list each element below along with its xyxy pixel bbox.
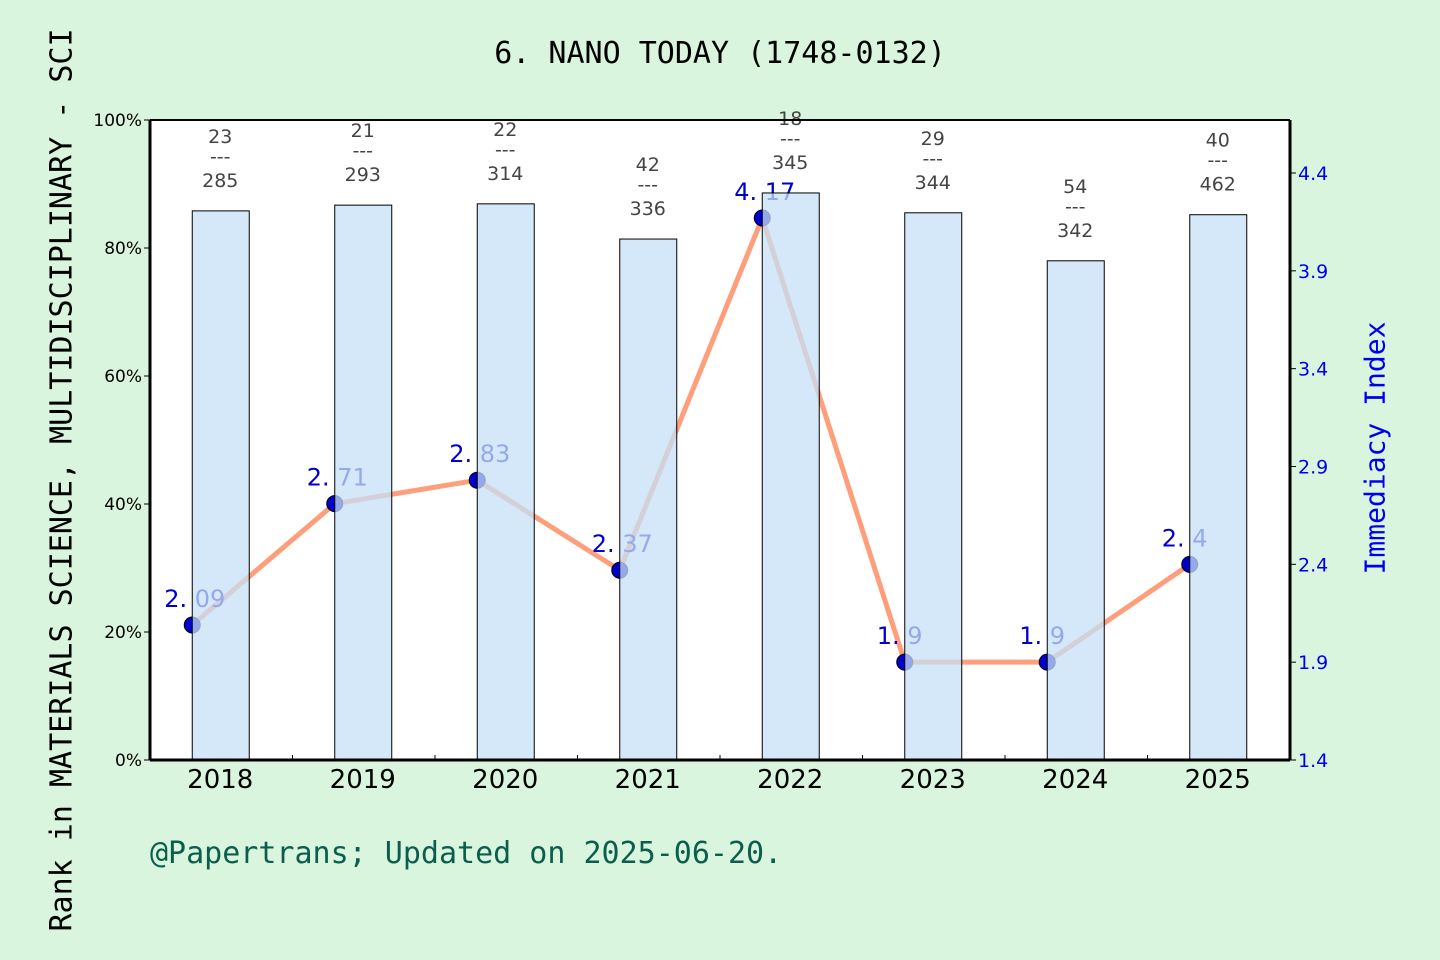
rank-label: 18 [778,108,802,130]
total-label: 314 [487,163,523,185]
total-label: 342 [1057,220,1093,242]
bar [1046,260,1105,761]
y2-tick-label: 2.4 [1298,554,1328,576]
rank-label: 42 [636,154,660,176]
x-tick-label: 2024 [1042,765,1108,795]
total-label: 344 [915,172,951,194]
bar [619,238,678,761]
y-tick-label: 20% [104,623,142,643]
rank-separator: --- [210,146,231,168]
rank-separator: --- [1065,196,1086,218]
x-tick-label: 2019 [330,765,396,795]
plot-background [150,120,1290,760]
x-tick-label: 2025 [1185,765,1251,795]
bar [191,210,250,761]
x-tick-label: 2023 [900,765,966,795]
y2-tick-label: 1.9 [1298,652,1328,674]
y2-tick-label: 3.9 [1298,261,1328,283]
x-tick-label: 2018 [187,765,253,795]
total-label: 285 [202,170,238,192]
y-tick-label: 40% [104,495,142,515]
total-label: 336 [630,198,666,220]
y-tick-label: 100% [93,111,142,131]
y2-tick-label: 2.9 [1298,457,1328,479]
bar [334,204,393,761]
rank-separator: --- [780,128,801,150]
rank-separator: --- [495,139,516,161]
chart-title: 6. NANO TODAY (1748-0132) [494,36,946,71]
rank-separator: --- [1207,150,1228,172]
x-tick-label: 2020 [472,765,538,795]
total-label: 462 [1200,174,1236,196]
rank-label: 29 [921,128,945,150]
rank-label: 40 [1206,130,1230,152]
rank-label: 54 [1063,176,1087,198]
rank-label: 21 [351,120,375,142]
y2-tick-label: 1.4 [1298,750,1328,772]
x-tick-label: 2021 [615,765,681,795]
total-label: 293 [345,164,381,186]
bar [761,192,820,761]
y-tick-label: 0% [115,751,142,771]
y-tick-label: 60% [104,367,142,387]
y2-tick-label: 3.4 [1298,359,1328,381]
rank-separator: --- [637,174,658,196]
bar [476,203,535,761]
bar [1189,214,1248,761]
bar [904,212,963,761]
rank-separator: --- [922,148,943,170]
rank-separator: --- [352,140,373,162]
x-tick-label: 2022 [757,765,823,795]
rank-label: 22 [493,119,517,141]
footer-note: @Papertrans; Updated on 2025-06-20. [150,836,783,871]
total-label: 345 [772,152,808,174]
rank-label: 23 [208,126,232,148]
y2-tick-label: 4.4 [1298,163,1328,185]
y-tick-label: 80% [104,239,142,259]
